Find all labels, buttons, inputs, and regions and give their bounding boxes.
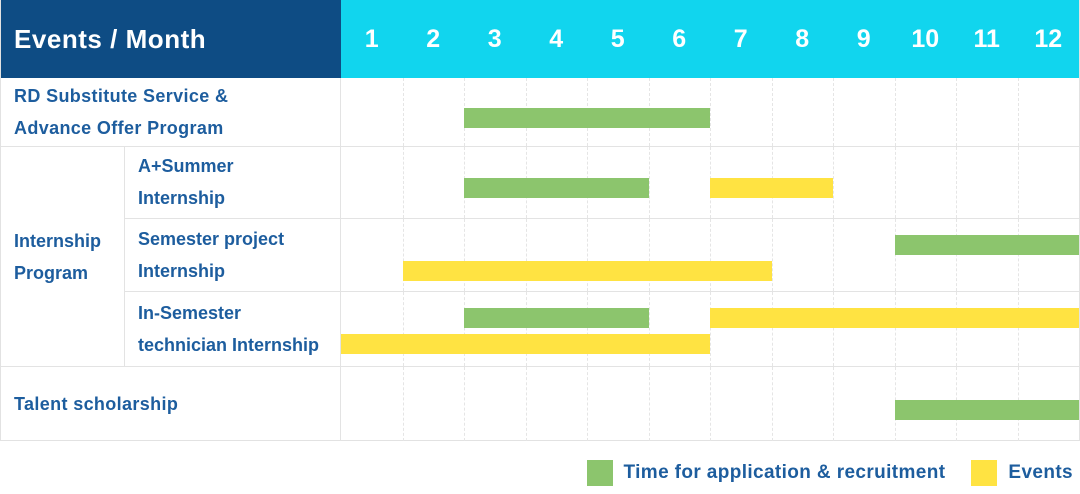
legend-label: Time for application & recruitment — [623, 462, 946, 483]
month-gridline — [894, 78, 896, 146]
row-chart-area — [341, 78, 1079, 146]
month-gridline — [648, 147, 650, 218]
month-gridline — [894, 218, 896, 292]
month-gridline — [1017, 78, 1019, 146]
legend-item: Time for application & recruitment — [586, 460, 946, 486]
month-header-cell: 7 — [733, 24, 748, 53]
month-header-cell: 3 — [487, 24, 502, 53]
row-chart-area — [341, 147, 1079, 218]
legend: Time for application & recruitment Events — [0, 460, 1080, 486]
month-gridline — [833, 367, 834, 441]
month-header-cell: 11 — [973, 24, 1000, 53]
month-gridline — [771, 78, 773, 146]
month-gridline — [402, 147, 404, 218]
row-chart-area — [341, 218, 1079, 292]
month-header-cell: 2 — [426, 24, 441, 53]
legend-swatch-green — [586, 460, 613, 486]
month-gridline — [833, 292, 834, 366]
month-header-cell: 1 — [364, 24, 379, 53]
month-header-cell: 4 — [549, 24, 564, 53]
month-gridline — [648, 218, 650, 292]
events-bar — [710, 308, 1079, 329]
month-gridline — [956, 218, 957, 292]
month-header-cell: 8 — [795, 24, 810, 53]
table-row: A+Summer Internship — [125, 147, 1079, 219]
events-month-header-title: Events / Month — [1, 0, 341, 78]
events-bar — [402, 260, 772, 281]
application-recruitment-bar — [464, 108, 710, 128]
month-gridline — [833, 218, 834, 292]
events-bar — [710, 178, 833, 199]
month-gridline — [587, 292, 588, 366]
row-label: A+Summer Internship — [125, 147, 341, 218]
month-gridline — [587, 367, 588, 441]
legend-label: Events — [1008, 462, 1073, 483]
month-gridline — [402, 367, 404, 441]
month-gridline — [771, 218, 773, 292]
month-gridline — [771, 292, 773, 366]
month-gridline — [956, 78, 957, 146]
month-gridline — [894, 147, 896, 218]
table-body: RD Substitute Service & Advance Offer Pr… — [1, 78, 1079, 441]
month-gridline — [464, 292, 465, 366]
table-row: Talent scholarship — [1, 367, 1079, 441]
table-row: RD Substitute Service & Advance Offer Pr… — [1, 78, 1079, 147]
month-gridline — [833, 78, 834, 146]
month-gridline — [648, 367, 650, 441]
gantt-table: Events / Month 1 2 3 4 5 6 7 8 9 10 11 12 RD Substi… — [0, 0, 1080, 441]
events-bar — [341, 334, 710, 355]
month-gridline — [771, 367, 773, 441]
row-chart-area — [341, 367, 1079, 441]
month-gridline — [894, 292, 896, 366]
legend-swatch-yellow — [971, 460, 998, 486]
month-gridline — [402, 218, 404, 292]
month-gridline — [956, 147, 957, 218]
month-header-cell: 5 — [610, 24, 625, 53]
month-gridline — [710, 292, 711, 366]
month-gridline — [402, 78, 404, 146]
header-row: Events / Month 1 2 3 4 5 6 7 8 9 10 11 12 — [1, 0, 1079, 78]
month-header-cell: 6 — [672, 24, 687, 53]
row-label: RD Substitute Service & Advance Offer Pr… — [1, 78, 341, 146]
month-gridline — [464, 218, 465, 292]
month-gridline — [587, 218, 588, 292]
month-gridline — [648, 292, 650, 366]
row-label: Semester project Internship — [125, 218, 341, 292]
row-label: In-Semester technician Internship — [125, 292, 341, 366]
application-recruitment-bar — [894, 400, 1079, 420]
application-recruitment-bar — [464, 308, 649, 329]
application-recruitment-bar — [894, 234, 1079, 255]
month-gridline — [710, 78, 711, 146]
month-gridline — [1017, 292, 1019, 366]
group-label: Internship Program — [1, 147, 125, 366]
table-row: Internship Program A+Summer Internship Sem… — [1, 147, 1079, 367]
month-header-cell: 10 — [911, 24, 940, 53]
row-chart-area — [341, 292, 1079, 366]
group-rows: A+Summer Internship Semester project Inte… — [125, 147, 1079, 366]
application-recruitment-bar — [464, 178, 649, 199]
month-gridline — [464, 367, 465, 441]
month-gridline — [525, 292, 527, 366]
month-gridline — [1017, 147, 1019, 218]
internship-program-group: Internship Program A+Summer Internship Sem… — [1, 147, 1079, 366]
table-row: Semester project Internship — [125, 218, 1079, 293]
row-label: Talent scholarship — [1, 367, 341, 441]
month-gridline — [402, 292, 404, 366]
month-gridline — [710, 367, 711, 441]
month-header-cell: 9 — [856, 24, 871, 53]
month-gridline — [525, 367, 527, 441]
table-row: In-Semester technician Internship — [125, 292, 1079, 366]
month-gridline — [710, 218, 711, 292]
month-header-cell: 12 — [1034, 24, 1063, 53]
month-gridline — [956, 292, 957, 366]
month-header: 1 2 3 4 5 6 7 8 9 10 11 12 — [341, 0, 1079, 78]
month-gridline — [1017, 218, 1019, 292]
month-gridline — [525, 218, 527, 292]
month-gridline — [833, 147, 834, 218]
legend-item: Events — [971, 460, 1073, 486]
